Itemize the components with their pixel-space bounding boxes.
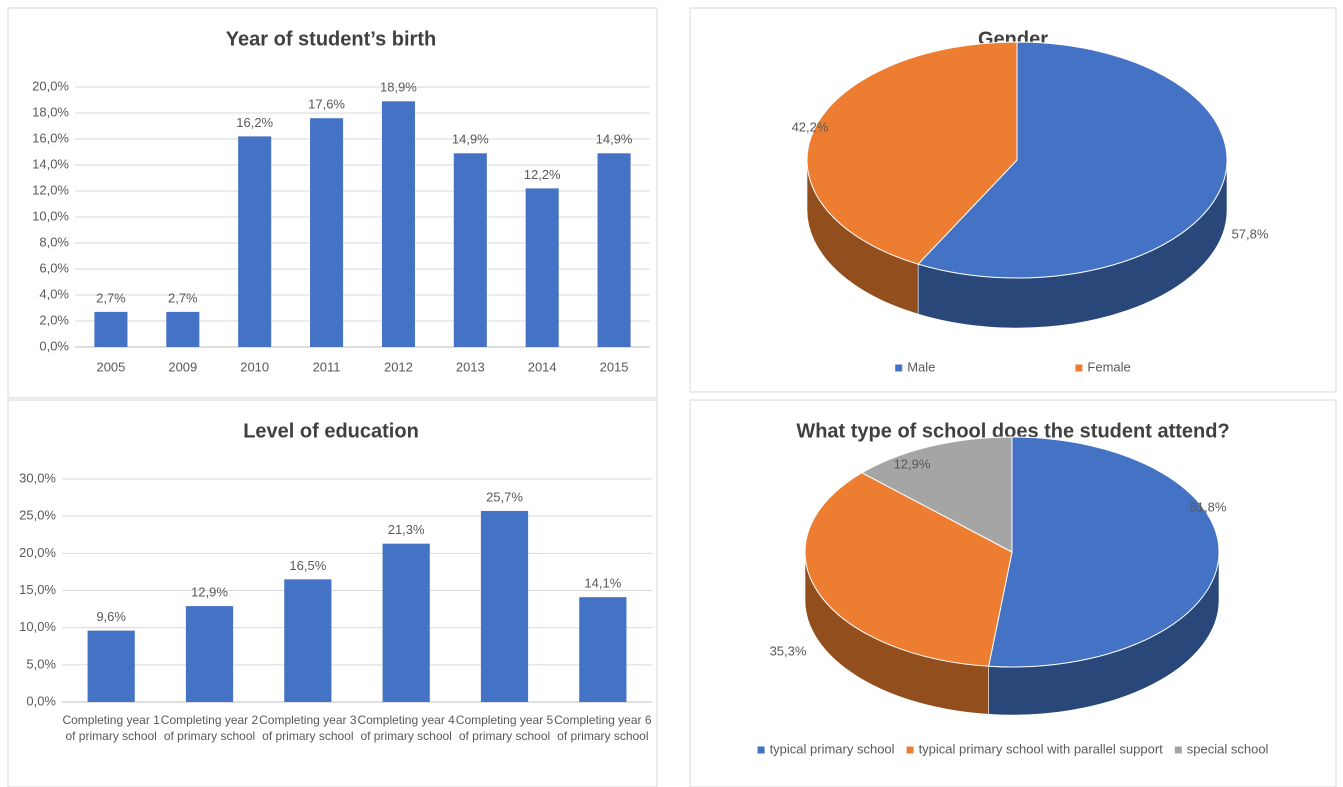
x-tick-label: Completing year 5 of primary school <box>455 713 554 743</box>
bar <box>310 118 344 347</box>
pie-slice <box>804 472 1013 667</box>
legend-swatch <box>1174 746 1182 754</box>
data-label: 14,9% <box>452 132 489 147</box>
data-label: 57,8% <box>1232 226 1269 241</box>
data-label: 14,9% <box>596 132 633 147</box>
y-tick-label: 0,0% <box>39 338 69 353</box>
chart-title: Year of student’s birth <box>226 28 436 50</box>
y-tick-label: 10,0% <box>19 619 56 634</box>
legend-swatch <box>895 364 903 372</box>
y-tick-label: 10,0% <box>32 208 69 223</box>
data-label: 16,2% <box>236 115 273 130</box>
y-tick-label: 25,0% <box>19 508 56 523</box>
legend-label: Male <box>907 359 935 374</box>
y-tick-label: 14,0% <box>32 156 69 171</box>
bar <box>284 579 332 702</box>
data-label: 35,3% <box>770 643 807 658</box>
bar <box>453 153 487 347</box>
x-tick-label: 2005 <box>96 359 125 374</box>
y-tick-label: 30,0% <box>19 470 56 485</box>
legend-label: special school <box>1187 741 1269 756</box>
chart-title: What type of school does the student att… <box>796 420 1229 442</box>
pie-slice <box>860 436 1013 553</box>
data-label: 51,8% <box>1190 499 1227 514</box>
data-label: 2,7% <box>168 290 198 305</box>
data-label: 9,6% <box>96 609 126 624</box>
y-tick-label: 20,0% <box>19 545 56 560</box>
y-tick-label: 2,0% <box>39 312 69 327</box>
bar <box>381 101 415 347</box>
bar <box>185 606 234 702</box>
data-label: 14,1% <box>584 576 621 591</box>
bar <box>525 188 559 347</box>
data-label: 12,9% <box>191 585 228 600</box>
x-tick-label: Completing year 3 of primary school <box>259 713 357 743</box>
legend-label: typical primary school with parallel sup… <box>919 741 1164 756</box>
data-label: 42,2% <box>792 119 829 134</box>
y-tick-label: 15,0% <box>19 582 56 597</box>
y-tick-label: 4,0% <box>39 286 69 301</box>
x-tick-label: 2011 <box>313 359 341 374</box>
x-tick-label: 2009 <box>168 359 197 374</box>
bar <box>238 136 272 347</box>
bar <box>480 510 529 702</box>
pie-slice <box>988 436 1220 668</box>
pie-slice <box>806 41 1018 265</box>
legend-swatch <box>1075 364 1083 372</box>
legend-label: Female <box>1087 359 1130 374</box>
bar <box>382 543 430 702</box>
x-tick-label: 2013 <box>456 359 485 374</box>
y-tick-label: 18,0% <box>32 104 69 119</box>
data-label: 18,9% <box>380 80 417 95</box>
y-tick-label: 8,0% <box>39 234 69 249</box>
x-tick-label: Completing year 4 of primary school <box>357 713 455 743</box>
chart-title: Level of education <box>243 420 419 442</box>
pie-slice <box>917 41 1228 279</box>
y-tick-label: 6,0% <box>39 260 69 275</box>
y-tick-label: 12,0% <box>32 182 69 197</box>
data-label: 12,9% <box>894 456 931 471</box>
panel <box>7 399 658 787</box>
x-tick-label: 2014 <box>528 359 557 374</box>
data-label: 21,3% <box>388 522 425 537</box>
y-tick-label: 20,0% <box>32 78 69 93</box>
x-tick-label: 2015 <box>600 359 629 374</box>
y-tick-label: 5,0% <box>26 656 56 671</box>
bar <box>579 597 627 702</box>
bar <box>597 153 631 347</box>
data-label: 12,2% <box>524 167 561 182</box>
data-label: 25,7% <box>486 489 523 504</box>
x-tick-label: Completing year 2 of primary school <box>160 713 259 743</box>
x-tick-label: Completing year 6 of primary school <box>554 713 652 743</box>
bar <box>87 630 135 702</box>
data-label: 16,5% <box>289 558 326 573</box>
x-tick-label: 2010 <box>240 359 269 374</box>
x-tick-label: Completing year 1 of primary school <box>62 713 160 743</box>
data-label: 2,7% <box>96 290 126 305</box>
y-tick-label: 16,0% <box>32 130 69 145</box>
x-tick-label: 2012 <box>384 359 413 374</box>
bar <box>166 311 200 347</box>
legend-label: typical primary school <box>770 741 895 756</box>
legend-swatch <box>757 746 765 754</box>
bar <box>94 311 128 347</box>
data-label: 17,6% <box>308 97 345 112</box>
y-tick-label: 0,0% <box>26 693 56 708</box>
legend-swatch <box>906 746 914 754</box>
